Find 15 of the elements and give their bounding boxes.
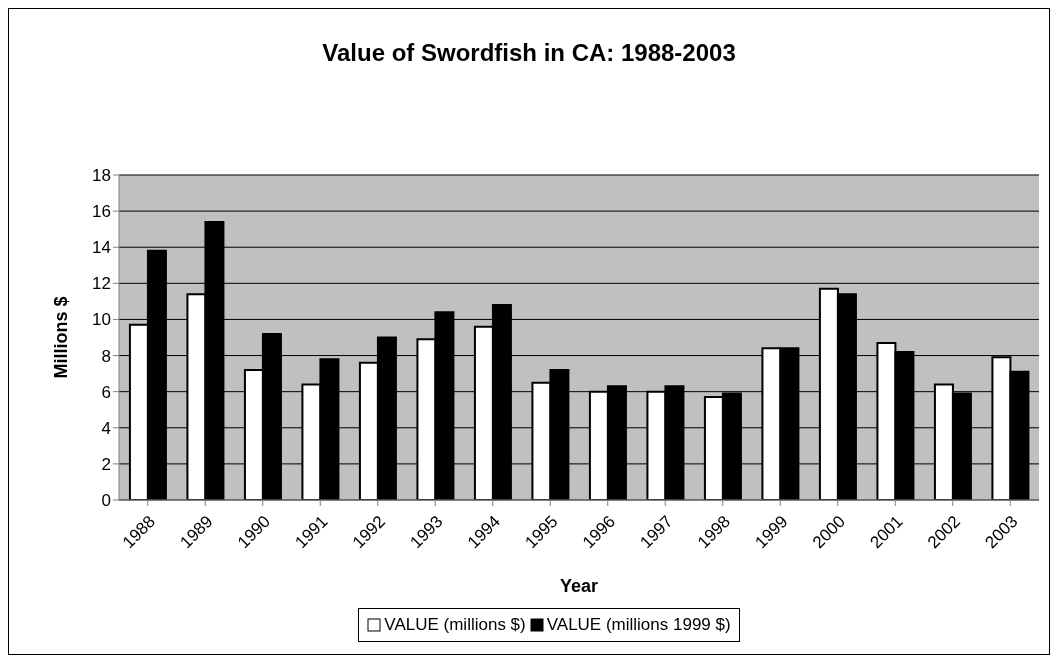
y-tick-label: 8 <box>101 346 111 366</box>
y-tick-label: 2 <box>101 454 111 474</box>
y-tick-label: 16 <box>92 202 111 222</box>
y-tick-label: 10 <box>92 310 111 330</box>
y-tick-label: 4 <box>101 418 111 438</box>
y-tick-label: 6 <box>101 382 111 402</box>
y-tick-label: 14 <box>92 238 111 258</box>
y-axis-title: Millions $ <box>51 296 72 379</box>
y-tick-label: 12 <box>92 274 111 294</box>
chart-title: Value of Swordfish in CA: 1988-2003 <box>321 39 737 67</box>
legend-label: VALUE (millions $) <box>383 615 526 635</box>
x-axis-title: Year <box>559 576 599 596</box>
y-tick-label: 0 <box>101 491 111 511</box>
legend-label: VALUE (millions 1999 $) <box>545 615 731 635</box>
y-tick-label: 18 <box>92 166 111 186</box>
